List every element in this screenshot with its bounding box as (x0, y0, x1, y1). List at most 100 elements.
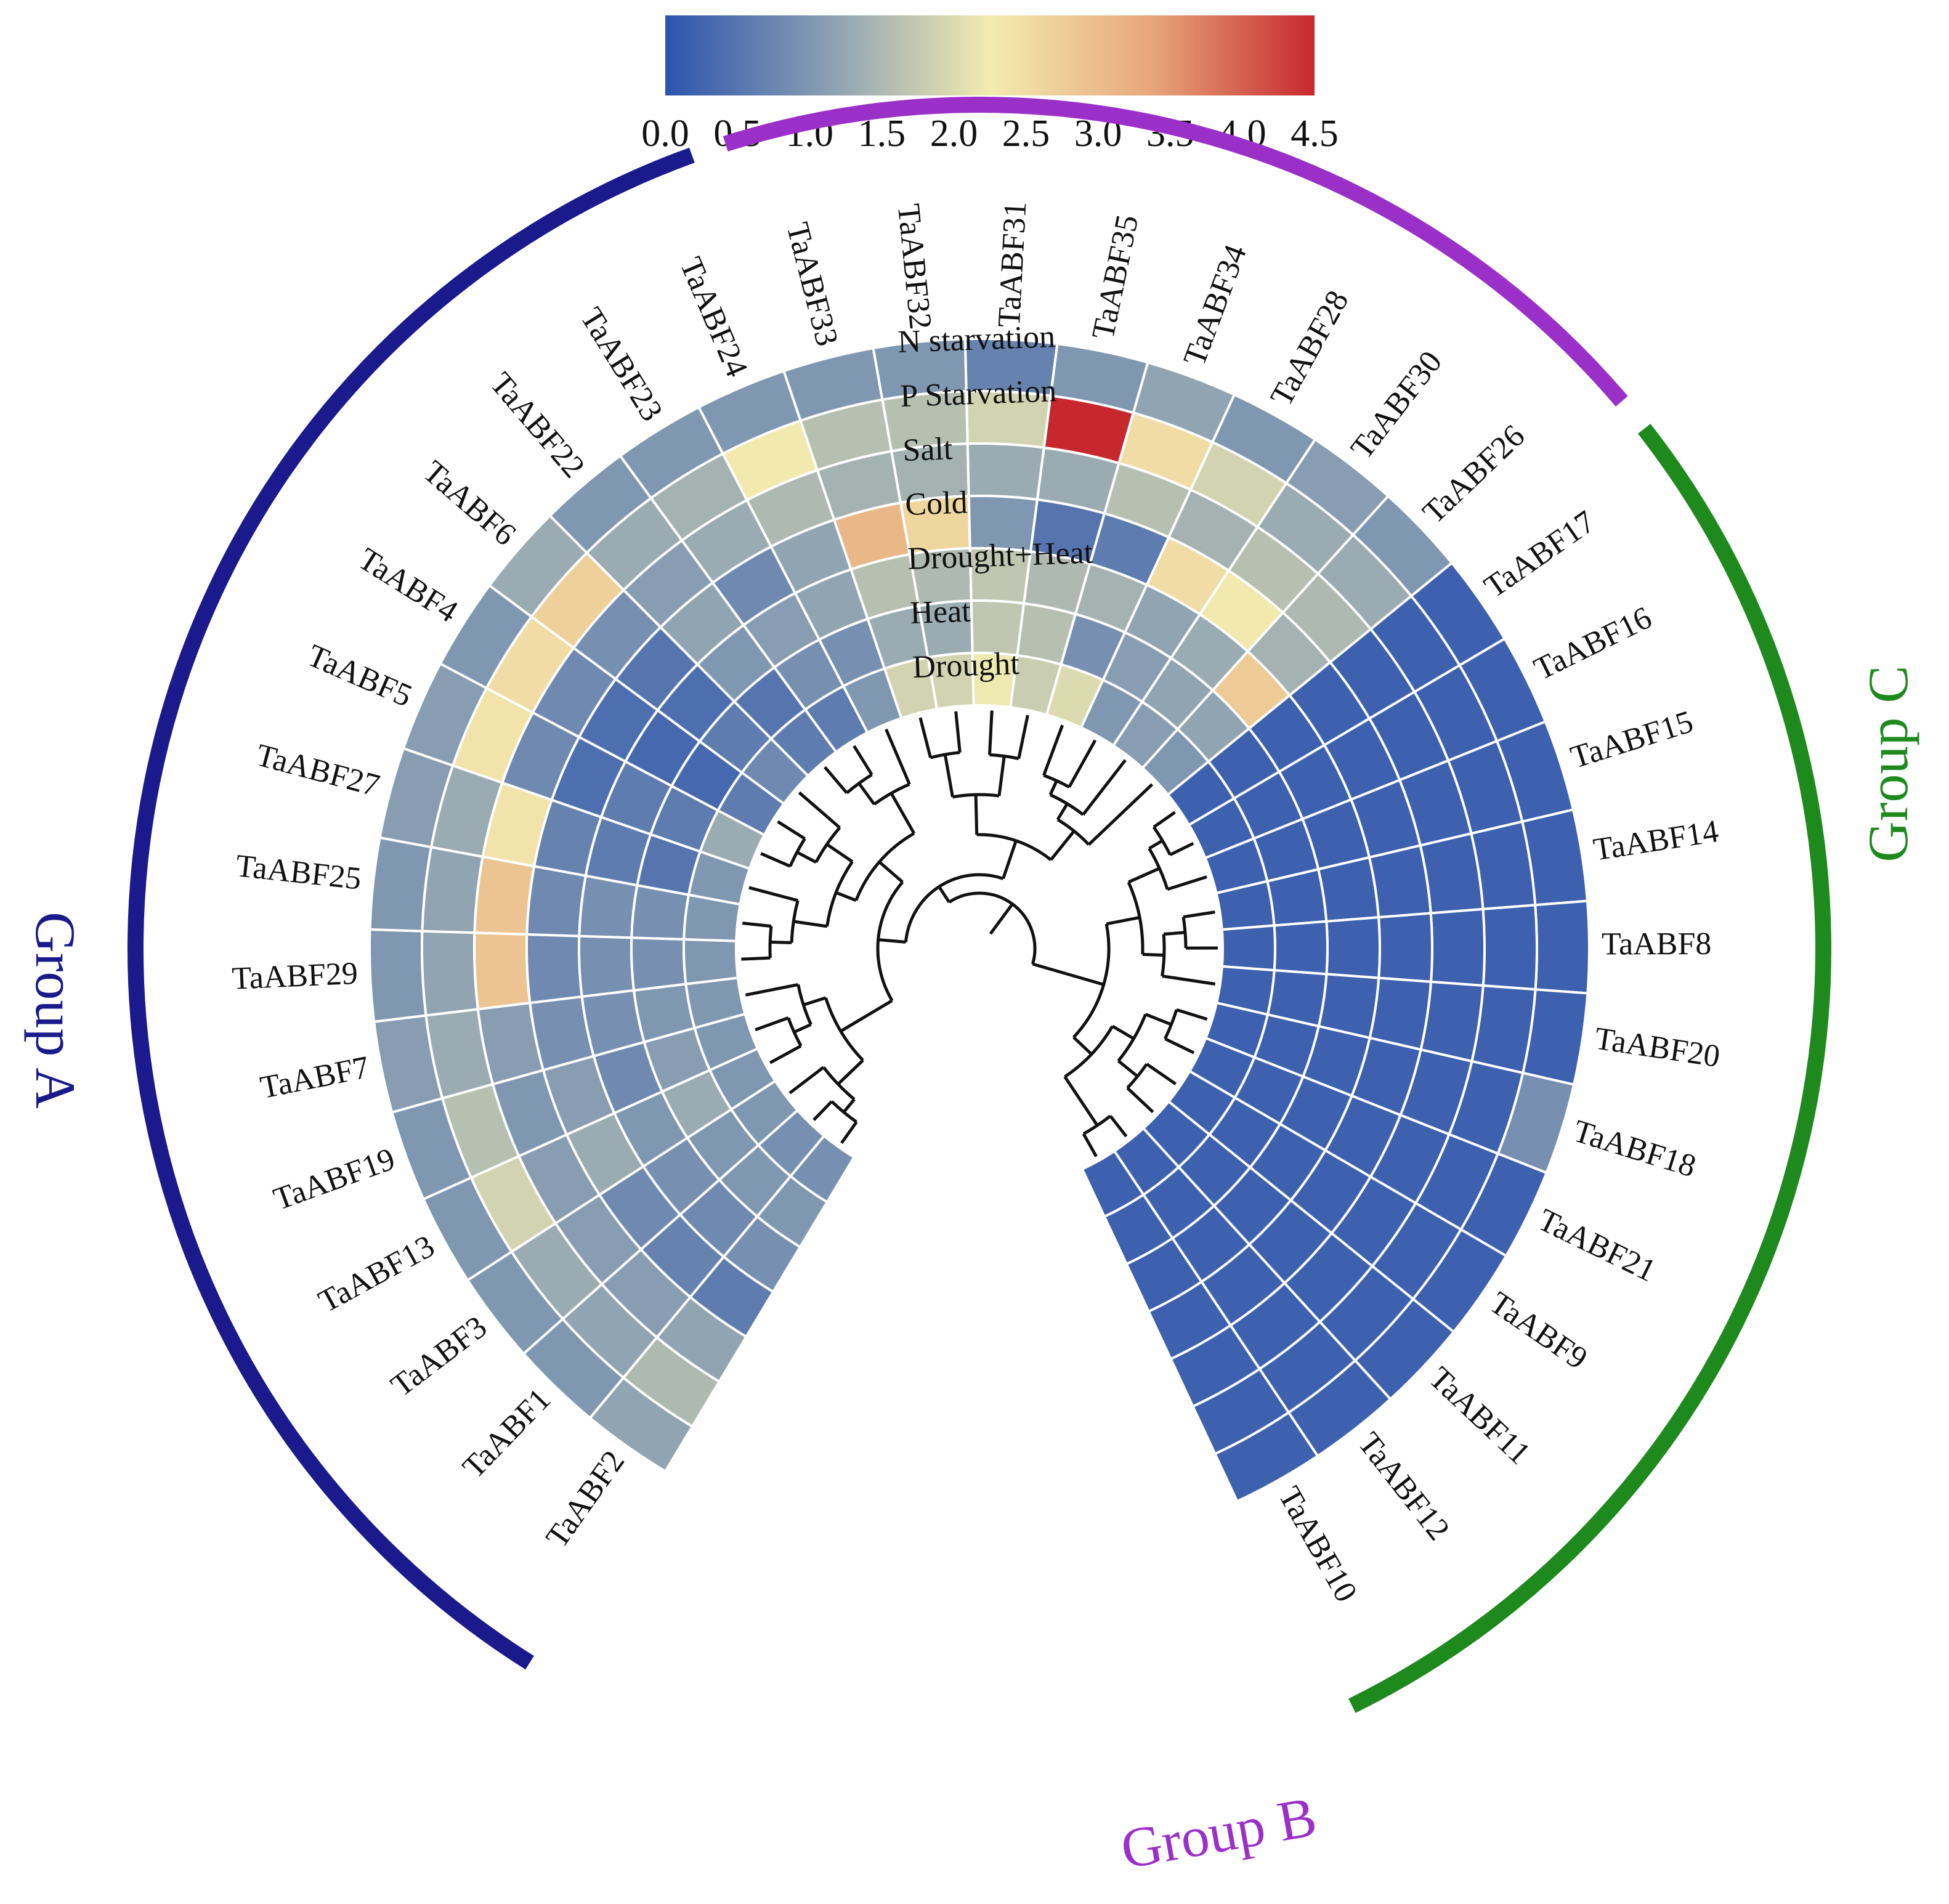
heatmap-cell (578, 874, 639, 939)
dendrogram-branch (1109, 1115, 1128, 1138)
dendrogram-branch (1087, 783, 1154, 846)
dendrogram-branch (885, 728, 911, 785)
dendrogram-branch (1117, 1059, 1139, 1078)
dendrogram-branch (1002, 840, 1018, 880)
dendrogram-branch (1043, 774, 1070, 788)
dendrogram-branch (948, 891, 1037, 965)
dendrogram-branch (1127, 881, 1145, 955)
gene-label: TaABF7 (257, 1050, 372, 1106)
dendrogram-branch (1106, 915, 1140, 926)
dendrogram-branch (1145, 1013, 1172, 1026)
gene-label: TaABF33 (779, 219, 845, 349)
gene-label: TaABF31 (992, 201, 1034, 328)
heatmap-cell (1534, 899, 1590, 995)
dendrogram-branch (876, 881, 904, 1002)
heatmap-cell (473, 855, 536, 936)
dendrogram-branch (837, 1059, 864, 1085)
heatmap-cell (421, 930, 480, 1017)
dendrogram-branch (788, 1066, 825, 1095)
dendrogram-branch (997, 756, 1006, 796)
dendrogram-branch (1017, 715, 1029, 760)
dendrogram-branch (755, 1016, 789, 1032)
heatmap-cell (525, 864, 588, 938)
dendrogram-branch (788, 838, 806, 867)
dendrogram-branch (830, 1100, 857, 1124)
dendrogram-branch (976, 833, 1052, 861)
gene-label: TaABF5 (302, 638, 417, 714)
dendrogram-branch (1050, 830, 1076, 861)
dendrogram-branch (793, 920, 827, 928)
colorbar-gradient (665, 15, 1315, 95)
dendrogram-branch (1161, 934, 1166, 976)
colorbar-tick-label: 4.5 (1291, 113, 1339, 155)
heatmap-cell (966, 442, 1046, 501)
dendrogram-branch (1056, 803, 1069, 820)
dendrogram-branch (889, 792, 916, 835)
heatmap-cell (1273, 920, 1329, 976)
dendrogram-branch (835, 891, 857, 902)
gene-label: TaABF17 (1478, 504, 1602, 605)
dendrogram-branch (1126, 1063, 1148, 1089)
dendrogram-branch (822, 1066, 856, 1101)
dendrogram-branch (1117, 1013, 1148, 1062)
dendrogram-branch (1153, 811, 1176, 828)
gene-label: TaABF24 (673, 253, 754, 382)
dendrogram-branch (1164, 1037, 1195, 1055)
dendrogram-branch (1167, 875, 1207, 891)
dendrogram-branch (814, 826, 841, 863)
dendrogram-branch (1169, 841, 1194, 856)
heatmap-cell (1325, 916, 1381, 979)
condition-label: Cold (904, 485, 968, 522)
dendrogram-branch (846, 773, 873, 795)
gene-label: TaABF3 (384, 1310, 493, 1404)
dendrogram-branch (796, 851, 817, 864)
dendrogram-branch (857, 782, 876, 806)
dendrogram-branch (1056, 818, 1090, 846)
dendrogram-branch (760, 852, 791, 868)
group-arc-a (128, 147, 695, 1670)
heatmap-cell (1316, 856, 1380, 923)
dendrogram-branch (1064, 1025, 1114, 1079)
heatmap-cells (368, 338, 1590, 1503)
dendrogram-branch (1042, 724, 1064, 776)
heatmap-cell (578, 934, 636, 999)
colorbar-tick-label: 0.0 (641, 113, 689, 155)
gene-label: TaABF29 (231, 956, 359, 997)
group-arc-b (723, 97, 1628, 407)
dendrogram-branch (974, 795, 979, 835)
gene-label: TaABF26 (1416, 418, 1531, 530)
gene-label: TaABF2 (540, 1444, 632, 1554)
condition-label: N starvation (897, 319, 1055, 360)
heatmap-cell (473, 931, 532, 1011)
dendrogram-branch (1111, 1024, 1135, 1040)
condition-label: Drought (912, 646, 1020, 685)
dendrogram-branch (745, 982, 799, 997)
heatmap-cell (630, 936, 687, 992)
dendrogram-branch (987, 710, 994, 755)
gene-label: TaABF15 (1566, 704, 1697, 776)
dendrogram-branch (825, 843, 854, 863)
heatmap-cell (1481, 904, 1538, 991)
heatmap-cell (1220, 924, 1276, 972)
gene-label: TaABF34 (1177, 240, 1254, 370)
gene-label: TaABF21 (1533, 1202, 1661, 1289)
dendrogram-branch (1163, 931, 1186, 936)
dendrogram-branch (769, 1044, 802, 1064)
dendrogram-branch (748, 886, 798, 902)
heatmap-cell (421, 845, 485, 934)
dendrogram-branch (1063, 1076, 1099, 1127)
gene-label: TaABF4 (352, 541, 464, 630)
dendrogram-root (989, 903, 1014, 935)
gene-label: TaABF1 (456, 1382, 557, 1485)
dendrogram-branch (1183, 910, 1215, 919)
dendrogram-branch (1176, 1008, 1208, 1021)
gene-label: TaABF12 (1351, 1426, 1456, 1547)
dendrogram-branch (954, 711, 962, 753)
gene-label: TaABF25 (234, 848, 363, 897)
colorbar-tick-label: 2.0 (930, 113, 978, 155)
gene-label: TaABF22 (483, 366, 591, 485)
dendrogram-branch (1048, 780, 1058, 796)
dendrogram-branch (812, 1100, 833, 1121)
group-arc-c (1348, 424, 1831, 1713)
gene-label: TaABF14 (1591, 814, 1721, 868)
